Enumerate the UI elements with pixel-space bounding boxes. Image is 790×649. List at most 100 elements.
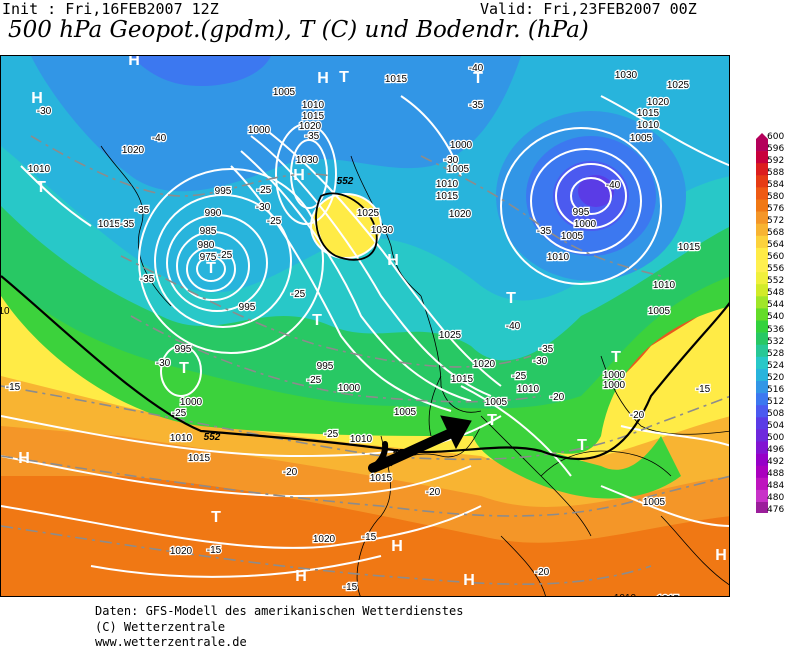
temperature-label: -40: [606, 180, 621, 191]
colorbar-segment: [756, 441, 768, 454]
colorbar-tick-label: 572: [767, 216, 785, 227]
temperature-label: -40: [506, 321, 521, 332]
colorbar-tick-label: 600: [767, 132, 785, 142]
colorbar-segment: [756, 393, 768, 406]
map-title: 500 hPa Geopot.(gpdm), T (C) und Bodendr…: [8, 17, 589, 43]
pressure-label: 995: [573, 207, 590, 218]
high-pressure-label: H: [463, 572, 475, 589]
pressure-label: 1000: [338, 383, 361, 394]
colorbar-segment: [756, 272, 768, 285]
pressure-label: 1000: [450, 140, 473, 151]
colorbar-tick-label: 596: [767, 144, 785, 155]
pressure-label: 980: [198, 240, 215, 251]
colorbar-tick-label: 552: [767, 276, 785, 287]
temperature-label: -30: [37, 106, 52, 117]
colorbar-segment: [756, 429, 768, 442]
high-pressure-label: H: [128, 56, 140, 69]
temperature-label: -30: [156, 358, 171, 369]
colorbar-tick-label: 584: [767, 180, 785, 191]
colorbar-segment: [756, 381, 768, 394]
pressure-label: 985: [200, 226, 217, 237]
pressure-label: 1000: [574, 219, 597, 230]
pressure-label: 1005: [485, 397, 508, 408]
temperature-label: -30: [444, 155, 459, 166]
temperature-label: -20: [426, 487, 441, 498]
colorbar-tick-label: 544: [767, 300, 785, 311]
pressure-label: 995: [175, 344, 192, 355]
pressure-label: 1030: [296, 155, 319, 166]
colorbar-segment: [756, 332, 768, 345]
colorbar-tick-label: 488: [767, 468, 785, 479]
high-pressure-label: H: [317, 70, 329, 87]
pressure-label: 1020: [473, 359, 496, 370]
low-pressure-label: T: [206, 260, 216, 277]
pressure-label: 1025: [667, 80, 690, 91]
pressure-label: 1030: [615, 70, 638, 81]
warm-tongue-mediterranean: [471, 426, 681, 499]
isohypse-552-loop: [315, 192, 378, 261]
pressure-label: 1015: [98, 219, 121, 230]
colorbar-tick-label: 516: [767, 384, 785, 395]
colorbar-tick-label: 560: [767, 252, 785, 263]
pressure-label: 1010: [170, 433, 193, 444]
low-pressure-label: T: [473, 70, 483, 87]
pressure-label: 995: [239, 302, 256, 313]
colorbar-segment: [756, 235, 768, 249]
colorbar-segment: [756, 356, 768, 370]
temperature-label: -25: [257, 185, 272, 196]
high-pressure-label: H: [293, 167, 305, 184]
colorbar-tick-label: 496: [767, 444, 785, 455]
temperature-label: -35: [469, 100, 484, 111]
colorbar-tick-label: 480: [767, 492, 785, 503]
low-pressure-label: T: [211, 509, 221, 526]
temperature-label: -35: [140, 274, 155, 285]
pressure-label: 1010: [28, 164, 51, 175]
colorbar-tick-label: 580: [767, 192, 785, 203]
temperature-colorbar: [756, 133, 768, 513]
pressure-label: 1015: [370, 473, 393, 484]
temperature-label: -20: [550, 392, 565, 403]
pressure-label: 1015: [385, 74, 408, 85]
pressure-label: 1015: [637, 108, 660, 119]
colorbar-segment: [756, 477, 768, 491]
isohypse-552-label: 552: [204, 432, 221, 443]
edge-label: 1010: [614, 593, 637, 597]
temperature-label: -25: [172, 408, 187, 419]
flow-arrow: [368, 415, 472, 473]
temperature-label: -20: [283, 467, 298, 478]
high-pressure-label: H: [391, 538, 403, 555]
isohypse-552-line: [1, 275, 729, 461]
isobars: [1, 95, 729, 578]
colorbar-tick-label: 568: [767, 228, 785, 239]
footer-website[interactable]: www.wetterzentrale.de: [95, 635, 247, 649]
pressure-label: 1000: [603, 380, 626, 391]
footer-source: Daten: GFS-Modell des amerikanischen Wet…: [95, 604, 464, 618]
colorbar-segment: [756, 284, 768, 297]
pressure-label: 1005: [394, 407, 417, 418]
temperature-label: -30: [533, 356, 548, 367]
low-pressure-label: T: [577, 437, 587, 454]
pressure-label: 1015: [302, 111, 325, 122]
temp-band-deepblue: [131, 56, 271, 86]
colorbar-segment: [756, 296, 768, 309]
temperature-label: -40: [152, 133, 167, 144]
high-pressure-label: H: [387, 252, 399, 269]
colorbar-segment: [756, 465, 768, 479]
colorbar-segment: [756, 151, 768, 164]
temperature-label: -30: [256, 202, 271, 213]
pressure-label: 1015: [451, 374, 474, 385]
pressure-label: 1020: [313, 534, 336, 545]
pressure-label: 1015: [678, 242, 701, 253]
colorbar-tick-label: 576: [767, 204, 785, 215]
temperature-label: -35: [120, 219, 135, 230]
pressure-label: 995: [215, 186, 232, 197]
colorbar-segment: [756, 320, 768, 333]
colorbar-tick-label: 536: [767, 324, 785, 335]
temperature-label: -20: [630, 410, 645, 421]
colorbar-segment: [756, 405, 768, 418]
low-pressure-label: T: [506, 290, 516, 307]
pressure-label: 1010: [637, 120, 660, 131]
pressure-label: 1005: [273, 87, 296, 98]
pressure-label: 995: [317, 361, 334, 372]
colorbar-tick-label: 484: [767, 480, 785, 491]
